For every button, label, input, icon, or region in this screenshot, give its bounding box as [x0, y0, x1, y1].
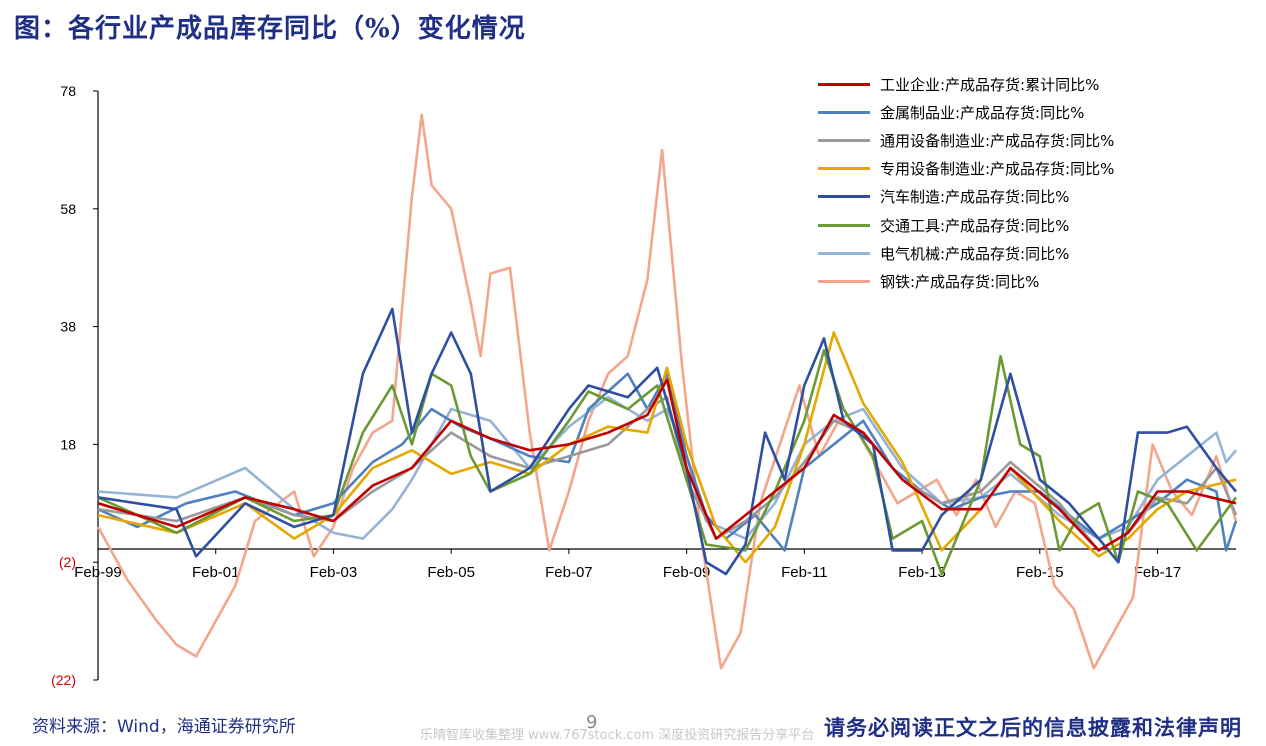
series-line-4: [97, 307, 1237, 576]
legend-label: 钢铁:产成品存货:同比%: [880, 272, 1040, 291]
legend-swatch: [818, 82, 870, 86]
y-tick-label: 38: [60, 319, 76, 335]
x-tick-label: Feb-01: [192, 564, 240, 581]
y-tick-label: 78: [60, 83, 76, 99]
chart-title: 图：各行业产成品库存同比（%）变化情况: [14, 14, 526, 44]
legend-item: 工业企业:产成品存货:累计同比%: [818, 70, 1114, 98]
y-tick-label: 18: [60, 436, 76, 452]
legend-label: 专用设备制造业:产成品存货:同比%: [880, 160, 1115, 179]
legend-label: 交通工具:产成品存货:同比%: [880, 216, 1070, 235]
x-tick-label: Feb-13: [898, 564, 946, 581]
legend-item: 电气机械:产成品存货:同比%: [818, 239, 1114, 267]
series-line-0: [97, 378, 1237, 552]
series-line-3: [97, 331, 1237, 564]
legend-item: 金属制品业:产成品存货:同比%: [818, 98, 1114, 126]
chart-legend: 工业企业:产成品存货:累计同比% 金属制品业:产成品存货:同比% 通用设备制造业:产…: [818, 70, 1114, 296]
x-tick-label: Feb-07: [545, 564, 593, 581]
legend-swatch: [818, 167, 870, 171]
legend-item: 汽车制造:产成品存货:同比%: [818, 183, 1114, 211]
legend-swatch: [818, 279, 870, 283]
legend-swatch: [818, 251, 870, 255]
disclaimer-text: 请务必阅读正文之后的信息披露和法律声明: [824, 715, 1242, 740]
series-line-7: [96, 113, 1238, 670]
source-note: 资料来源：Wind，海通证券研究所: [32, 717, 296, 737]
x-tick-label: Feb-03: [310, 564, 358, 581]
series-layer: [96, 113, 1238, 670]
x-tick-label: Feb-05: [427, 564, 475, 581]
x-tick-label: Feb-99: [74, 564, 122, 581]
legend-item: 钢铁:产成品存货:同比%: [818, 267, 1114, 295]
legend-label: 金属制品业:产成品存货:同比%: [880, 103, 1085, 122]
legend-label: 通用设备制造业:产成品存货:同比%: [880, 131, 1115, 150]
legend-item: 通用设备制造业:产成品存货:同比%: [818, 126, 1114, 154]
legend-label: 工业企业:产成品存货:累计同比%: [880, 75, 1100, 94]
x-tick-label: Feb-15: [1016, 564, 1064, 581]
watermark-text: 乐晴智库收集整理 www.767stock.com 深度投资研究报告分享平台: [420, 728, 815, 743]
y-tick-label: 58: [60, 201, 76, 217]
legend-swatch: [818, 138, 870, 142]
legend-label: 汽车制造:产成品存货:同比%: [880, 188, 1070, 207]
x-tick-label: Feb-09: [663, 564, 711, 581]
legend-item: 专用设备制造业:产成品存货:同比%: [818, 155, 1114, 183]
y-tick-label: (22): [51, 672, 76, 688]
x-tick-label: Feb-17: [1134, 564, 1182, 581]
legend-swatch: [818, 223, 870, 227]
legend-swatch: [818, 110, 870, 114]
page-number: 9: [586, 712, 598, 733]
y-tick-label: (2): [59, 554, 76, 570]
legend-item: 交通工具:产成品存货:同比%: [818, 211, 1114, 239]
legend-label: 电气机械:产成品存货:同比%: [880, 244, 1070, 263]
legend-swatch: [818, 195, 870, 199]
series-line-5: [97, 348, 1238, 576]
x-tick-label: Feb-11: [781, 564, 827, 581]
